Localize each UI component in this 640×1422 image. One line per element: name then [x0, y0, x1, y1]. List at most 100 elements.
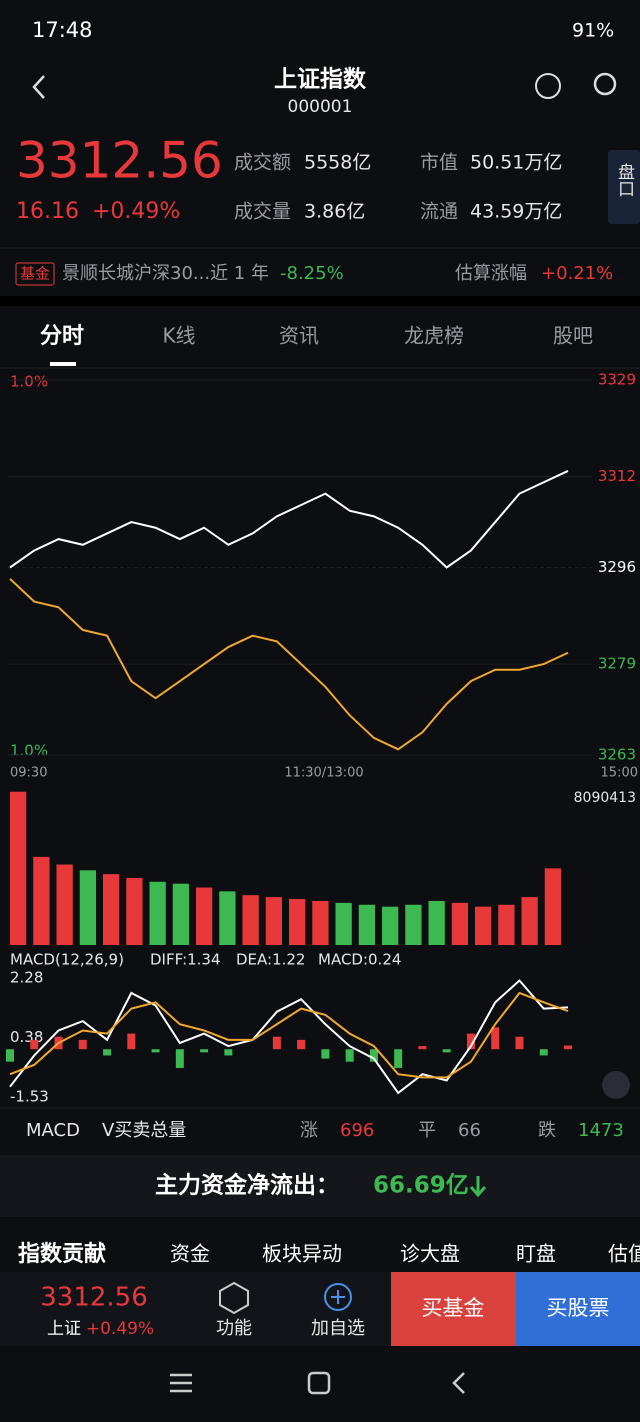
volume-bar	[358, 904, 376, 945]
y-tick-label: 3312	[598, 467, 636, 485]
volume-bar	[289, 899, 306, 945]
flow-label: 主力资金净流出：	[155, 1172, 339, 1199]
tab[interactable]: 股吧	[553, 324, 593, 348]
vol-btn[interactable]: V买卖总量	[102, 1120, 186, 1141]
y-tick-label: 3279	[598, 655, 636, 673]
code: 000001	[288, 97, 353, 117]
subtab[interactable]: 估值	[608, 1242, 640, 1266]
subtab[interactable]: 板块异动	[262, 1242, 342, 1266]
macd-bar	[6, 1049, 14, 1062]
volume-bar	[219, 891, 236, 945]
macd-bar	[369, 1049, 378, 1062]
expand[interactable]	[602, 1071, 630, 1099]
macd-bar	[151, 1049, 160, 1053]
macd-bar	[321, 1049, 330, 1059]
volume-bar	[10, 791, 27, 945]
y-tick-label: -1.53	[10, 1088, 49, 1106]
down-arrow	[469, 1176, 487, 1198]
macd-bar	[394, 1049, 403, 1068]
fund-name: 景顺长城沪深30...近 1 年	[62, 263, 269, 284]
pct: +0.49%	[92, 199, 180, 224]
macd-bar	[103, 1049, 112, 1056]
macd-bar	[272, 1036, 281, 1050]
price-line	[9, 470, 569, 569]
nav-back[interactable]	[452, 1372, 465, 1394]
pct-top: 1.0%	[10, 373, 48, 391]
macd-bar	[345, 1049, 354, 1062]
volume-bar	[451, 902, 469, 945]
tab[interactable]: 分时	[40, 324, 84, 349]
stat-value: 50.51万亿	[470, 152, 562, 174]
flat-label: 平	[418, 1120, 436, 1141]
flow-bg	[0, 1155, 640, 1217]
stat-label: 成交额	[234, 152, 291, 174]
volume-bar	[196, 887, 213, 945]
fund-est: +0.21%	[541, 263, 613, 284]
diff-line	[9, 979, 569, 1095]
volume-bar	[149, 881, 166, 945]
volume-bar	[498, 904, 515, 945]
macd-dea: DEA:1.22	[236, 951, 305, 969]
volume-bar	[521, 897, 538, 945]
nav-menu[interactable]	[170, 1373, 192, 1393]
macd-bar	[515, 1036, 524, 1050]
macd-bar	[539, 1049, 548, 1056]
macd-bar	[200, 1049, 209, 1053]
macd-bar	[297, 1039, 306, 1050]
buy-stock-btn[interactable]	[516, 1272, 640, 1346]
add[interactable]: 加自选	[311, 1318, 365, 1339]
vol-max: 8090413	[574, 790, 636, 806]
back[interactable]	[32, 75, 45, 99]
volume-bar	[335, 902, 352, 945]
macd-bar	[127, 1033, 136, 1050]
stat-value: 3.86亿	[304, 201, 365, 223]
bottom-pct: +0.49%	[86, 1319, 154, 1339]
macd-bar	[175, 1049, 184, 1068]
panel-btn[interactable]	[608, 150, 640, 224]
subtab[interactable]: 诊大盘	[400, 1242, 460, 1266]
time: 09:30	[10, 766, 47, 781]
stat-label: 成交量	[234, 201, 291, 223]
change: 16.16	[16, 199, 79, 224]
buy-stock[interactable]: 买股票	[547, 1296, 610, 1320]
macd-bar	[78, 1039, 87, 1050]
macd-bar	[491, 1027, 500, 1050]
tab-indicator	[50, 362, 76, 366]
macd-bar	[442, 1049, 451, 1053]
search[interactable]	[593, 72, 617, 96]
volume-bar	[428, 900, 445, 945]
volume-bar	[242, 895, 259, 945]
add-icon	[324, 1283, 352, 1311]
fund-est-label: 估算涨幅	[455, 263, 527, 284]
tab[interactable]: 资讯	[279, 324, 319, 348]
clock: 17:48	[32, 18, 93, 42]
panel[interactable]: 盘口	[614, 163, 635, 197]
buy-fund-btn[interactable]	[391, 1272, 516, 1346]
add-plus	[331, 1290, 345, 1304]
title: 上证指数	[274, 67, 367, 93]
subtab[interactable]: 指数贡献	[18, 1241, 106, 1267]
y-tick-label: 3296	[598, 558, 636, 576]
nav-home[interactable]	[307, 1371, 331, 1395]
bottom-price: 3312.56	[40, 1283, 148, 1313]
subtab[interactable]: 资金	[170, 1242, 210, 1266]
macd-btn[interactable]: MACD	[26, 1120, 80, 1141]
dea-line	[9, 991, 569, 1079]
volume-bar	[33, 856, 50, 945]
flow-value: 66.69亿	[373, 1173, 469, 1199]
tab[interactable]: 龙虎榜	[404, 324, 464, 348]
subtab[interactable]: 盯盘	[516, 1242, 556, 1266]
volume-bar	[475, 906, 492, 945]
func[interactable]: 功能	[216, 1318, 252, 1339]
tab[interactable]: K线	[162, 324, 195, 348]
macd-bar	[224, 1049, 233, 1056]
fund-ret: -8.25%	[280, 263, 344, 284]
volume-bar	[265, 897, 283, 945]
buy-fund[interactable]: 买基金	[422, 1296, 485, 1320]
volume-bar	[79, 870, 97, 945]
volume-bar	[405, 904, 422, 945]
chat[interactable]	[535, 73, 561, 99]
fund-tag: 基金	[20, 265, 50, 283]
price: 3312.56	[16, 132, 223, 190]
down: 1473	[578, 1120, 624, 1141]
